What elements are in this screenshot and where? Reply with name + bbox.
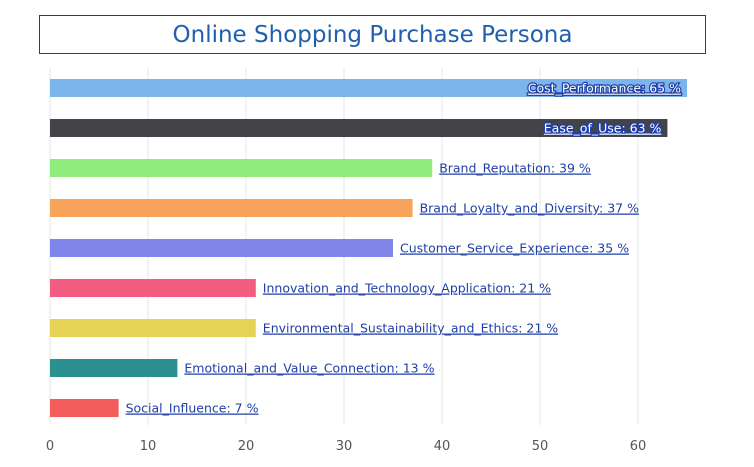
- x-axis-ticks: 0 10 20 30 40 50 60: [46, 439, 646, 454]
- bar-innovation-and-technology-application[interactable]: [50, 279, 256, 297]
- chart-title: Online Shopping Purchase Persona: [39, 15, 706, 54]
- data-label: Cost_Performance: 65 %: [528, 81, 681, 96]
- data-label: Customer_Service_Experience: 35 %: [400, 241, 629, 256]
- bar-cost-performance[interactable]: [50, 79, 687, 97]
- data-label: Innovation_and_Technology_Application: 2…: [263, 281, 551, 296]
- bar-social-influence[interactable]: [50, 399, 119, 417]
- bar-ease-of-use[interactable]: [50, 119, 668, 137]
- x-tick-label: 0: [46, 439, 54, 454]
- bars: [50, 79, 687, 417]
- bar-environmental-sustainability-and-ethics[interactable]: [50, 319, 256, 337]
- x-tick-label: 40: [434, 439, 451, 454]
- bar-labels: Cost_Performance: 65 % Ease_of_Use: 63 % B…: [126, 79, 683, 416]
- x-tick-label: 20: [238, 439, 255, 454]
- bar-brand-reputation[interactable]: [50, 159, 433, 177]
- x-tick-label: 10: [140, 439, 157, 454]
- data-label: Social_Influence: 7 %: [126, 401, 259, 416]
- data-label: Environmental_Sustainability_and_Ethics:…: [263, 321, 558, 336]
- data-label: Brand_Loyalty_and_Diversity: 37 %: [420, 201, 639, 216]
- bar-brand-loyalty-and-diversity[interactable]: [50, 199, 413, 217]
- x-tick-label: 30: [336, 439, 353, 454]
- x-tick-label: 50: [532, 439, 549, 454]
- x-tick-label: 60: [630, 439, 647, 454]
- data-label: Ease_of_Use: 63 %: [544, 121, 662, 136]
- bar-emotional-and-value-connection[interactable]: [50, 359, 178, 377]
- bar-customer-service-experience[interactable]: [50, 239, 393, 257]
- data-label: Brand_Reputation: 39 %: [439, 161, 591, 176]
- data-label: Emotional_and_Value_Connection: 13 %: [184, 361, 434, 376]
